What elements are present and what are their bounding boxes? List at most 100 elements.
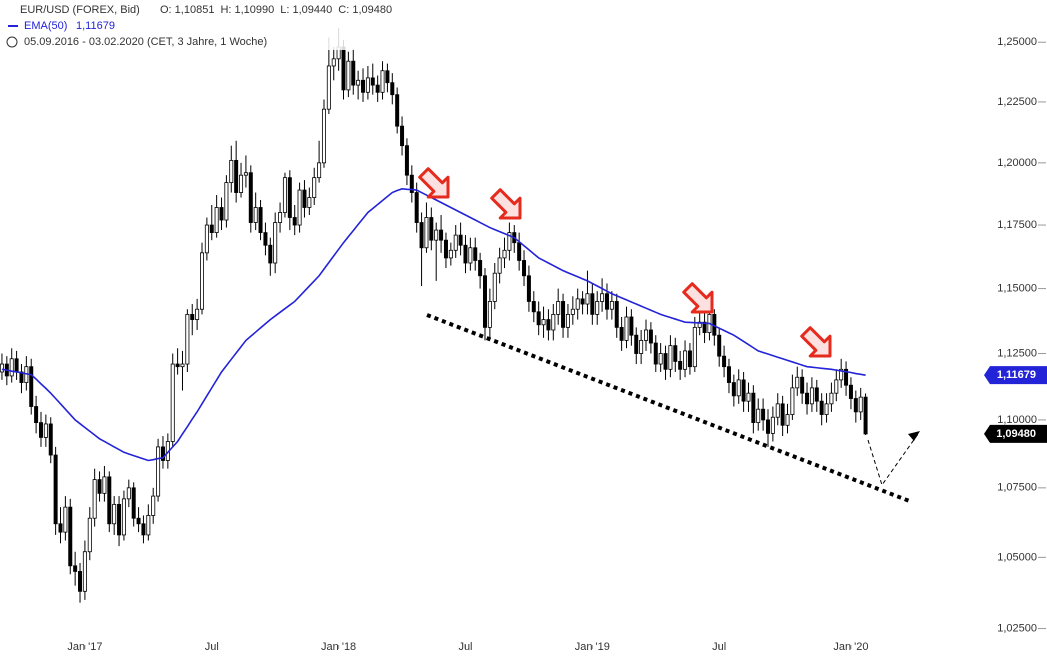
candle-body <box>678 361 683 370</box>
candle-body <box>351 60 356 86</box>
candle-body <box>312 177 317 198</box>
clock-icon <box>6 36 18 48</box>
candle-body <box>502 249 507 259</box>
candle-body <box>331 58 336 67</box>
y-tick-label: 1,07500 <box>997 482 1037 494</box>
candle-body <box>248 172 253 223</box>
candle-body <box>29 366 34 407</box>
price-tag-label: 1,11679 <box>997 369 1036 381</box>
candle-body <box>746 392 751 402</box>
candle-body <box>175 363 180 368</box>
candle-body <box>570 308 575 315</box>
candle-body <box>790 387 795 415</box>
candle-body <box>809 387 814 405</box>
candle-body <box>326 65 331 110</box>
candle-body <box>131 487 136 519</box>
subtitle: 05.09.2016 - 03.02.2020 (CET, 3 Jahre, 1… <box>24 36 267 48</box>
candle-body <box>395 94 400 127</box>
candle-body <box>219 207 224 221</box>
candle-body <box>121 498 126 536</box>
candle-body <box>282 177 287 213</box>
candle-body <box>726 366 731 383</box>
header-bg <box>0 0 430 50</box>
candle-body <box>722 355 727 368</box>
candle-body <box>102 476 107 494</box>
candle-body <box>482 275 487 328</box>
candle-body <box>302 189 307 208</box>
price-tag-label: 1,09480 <box>996 428 1036 440</box>
x-tick-label: Jul <box>712 641 726 653</box>
ohlc: O: 1,10851 H: 1,10990 L: 1,09440 C: 1,09480 <box>160 4 392 16</box>
candle-body <box>82 551 87 592</box>
candle-body <box>53 454 58 525</box>
candle-body <box>668 345 673 370</box>
candle-body <box>107 476 112 525</box>
y-tick-label: 1,25000 <box>997 36 1037 48</box>
candle-body <box>702 321 707 333</box>
price-tag <box>984 424 1047 443</box>
candle-body <box>522 260 527 277</box>
candle-body <box>507 232 512 251</box>
candle-body <box>839 368 844 381</box>
y-tick-label: 1,17500 <box>997 219 1037 231</box>
candle-body <box>151 495 156 516</box>
candle-body <box>634 334 639 354</box>
candle-body <box>419 222 424 249</box>
candle-body <box>863 396 868 435</box>
x-tick-label: Jan '20 <box>833 641 868 653</box>
projection-arrow <box>867 433 919 487</box>
y-tick-label: 1,22500 <box>997 96 1037 108</box>
candle-body <box>224 182 229 221</box>
candle-body <box>497 257 502 274</box>
candle-body <box>126 487 131 500</box>
candle-body <box>297 189 302 226</box>
candle-body <box>253 207 258 223</box>
candle-body <box>321 108 326 164</box>
resistance-markers <box>418 167 832 358</box>
y-tick-label: 1,20000 <box>997 157 1037 169</box>
candle-body <box>34 406 39 424</box>
candle-body <box>63 506 68 533</box>
candle-body <box>780 403 785 426</box>
candle-body <box>517 242 522 261</box>
candle-body <box>741 379 746 402</box>
x-tick-label: Jul <box>205 641 219 653</box>
y-tick-label: 1,10000 <box>997 414 1037 426</box>
ohlc-value: C: 1,09480 <box>338 4 392 16</box>
candle-body <box>756 408 761 424</box>
candle-body <box>117 503 122 536</box>
y-tick-label: 1,12500 <box>997 347 1037 359</box>
candle-body <box>683 350 688 370</box>
candle-body <box>770 416 775 434</box>
candle-body <box>365 77 370 93</box>
ema-legend-swatch <box>8 25 18 27</box>
candle-body <box>443 239 448 259</box>
x-tick-label: Jul <box>458 641 472 653</box>
candle-body <box>156 446 161 497</box>
candle-body <box>629 316 634 336</box>
candle-body <box>546 319 551 331</box>
candle-body <box>209 224 214 234</box>
candle-body <box>317 162 322 179</box>
candle-body <box>590 293 595 315</box>
candle-body <box>97 479 102 494</box>
candle-body <box>448 249 453 259</box>
arrow-head <box>908 431 920 441</box>
candle-body <box>648 329 653 344</box>
arrow-marker <box>490 188 522 220</box>
candle-body <box>834 379 839 394</box>
candle-body <box>556 301 561 315</box>
candle-body <box>814 387 819 402</box>
y-tick-label: 1,02500 <box>997 622 1037 634</box>
candle-body <box>692 326 697 368</box>
candle-body <box>68 506 73 567</box>
candle-body <box>48 423 53 456</box>
candle-body <box>404 145 409 176</box>
candle-body <box>775 403 780 418</box>
candle-body <box>92 479 97 519</box>
candle-body <box>180 363 185 368</box>
candle-body <box>614 301 619 328</box>
candle-body <box>243 172 248 176</box>
candle-body <box>453 234 458 251</box>
candle-body <box>853 398 858 413</box>
